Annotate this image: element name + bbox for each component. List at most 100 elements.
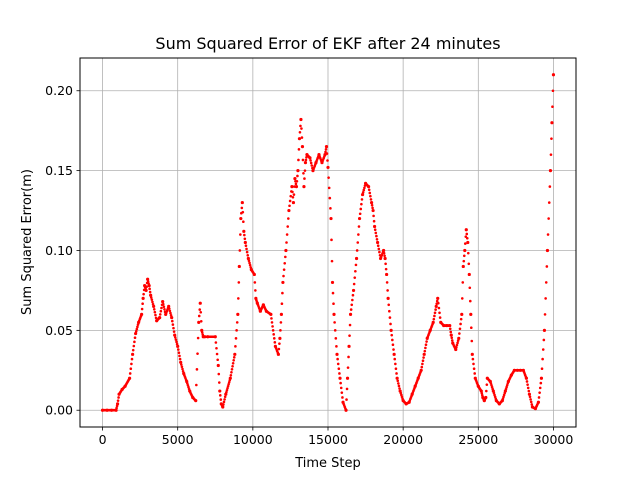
data-point: [526, 383, 529, 386]
data-point: [384, 262, 387, 266]
data-point: [235, 329, 238, 332]
data-point: [217, 381, 221, 384]
data-point: [360, 202, 363, 206]
data-point: [222, 403, 225, 406]
data-point: [146, 277, 150, 281]
data-point: [448, 323, 452, 328]
data-point: [245, 247, 248, 251]
data-point: [394, 367, 398, 370]
data-point: [198, 308, 202, 311]
data-point: [391, 343, 395, 347]
data-point: [147, 284, 151, 288]
data-point: [377, 247, 381, 251]
data-point: [362, 188, 366, 192]
data-point: [297, 137, 302, 141]
data-point: [291, 190, 294, 194]
data-point: [545, 265, 549, 268]
data-point: [232, 356, 236, 359]
data-point: [180, 363, 183, 366]
data-point: [288, 199, 292, 203]
data-point: [276, 352, 280, 356]
data-point: [459, 317, 463, 321]
data-point: [457, 336, 461, 340]
data-point: [168, 309, 172, 313]
data-point: [438, 316, 442, 319]
data-point: [485, 389, 488, 393]
data-point: [540, 367, 544, 370]
data-point: [329, 216, 333, 221]
data-point: [134, 330, 138, 333]
data-point: [387, 303, 391, 307]
data-point: [542, 328, 547, 332]
data-point: [332, 302, 335, 306]
data-point: [389, 328, 393, 332]
data-point: [545, 248, 550, 253]
data-point: [195, 368, 199, 371]
data-point: [241, 210, 245, 214]
data-point: [149, 293, 153, 297]
data-point: [455, 345, 458, 349]
data-point: [269, 312, 273, 316]
data-point: [154, 313, 157, 317]
data-point: [231, 364, 234, 368]
data-point: [286, 225, 290, 228]
data-point: [161, 300, 165, 304]
data-point: [348, 323, 352, 327]
data-point: [460, 312, 464, 316]
data-point: [547, 201, 551, 204]
data-point: [537, 396, 541, 399]
data-point: [136, 325, 139, 329]
data-point: [357, 225, 361, 228]
data-point: [397, 384, 401, 388]
data-point: [437, 306, 441, 310]
data-point: [128, 376, 132, 380]
data-point: [549, 153, 553, 156]
data-point: [352, 282, 356, 286]
y-tick-label: 0.05: [45, 323, 73, 338]
data-point: [538, 386, 542, 390]
data-point: [281, 280, 285, 285]
data-point: [528, 395, 532, 399]
data-point: [308, 156, 312, 160]
data-point: [327, 186, 331, 190]
data-point: [225, 388, 229, 392]
data-point: [295, 179, 299, 183]
data-point: [372, 219, 376, 223]
data-point: [434, 304, 438, 308]
data-point: [437, 301, 440, 305]
data-point: [132, 344, 136, 348]
data-point: [396, 379, 400, 383]
data-point: [350, 303, 354, 307]
data-point: [234, 337, 238, 340]
data-point: [281, 291, 284, 295]
data-point: [217, 372, 221, 376]
data-point: [172, 326, 175, 330]
data-point: [461, 281, 465, 284]
data-point: [467, 262, 471, 266]
data-point: [218, 394, 222, 397]
data-point: [358, 212, 362, 216]
data-point: [356, 241, 360, 244]
data-point: [277, 347, 281, 351]
x-tick-label: 0: [99, 432, 107, 447]
chart-title: Sum Squared Error of EKF after 24 minute…: [155, 34, 500, 53]
data-point: [472, 367, 476, 370]
data-point: [223, 398, 226, 401]
data-point: [227, 382, 230, 386]
data-point: [541, 348, 545, 351]
data-point: [472, 362, 475, 366]
data-point: [449, 330, 453, 334]
data-point: [226, 386, 229, 390]
data-point: [181, 367, 184, 371]
data-point: [424, 343, 428, 347]
data-point: [382, 251, 386, 255]
data-point: [351, 288, 356, 293]
data-point: [176, 344, 180, 348]
data-point: [345, 398, 348, 401]
data-point: [463, 248, 467, 253]
data-point: [237, 281, 241, 284]
data-point: [346, 366, 350, 369]
data-point: [294, 184, 299, 189]
